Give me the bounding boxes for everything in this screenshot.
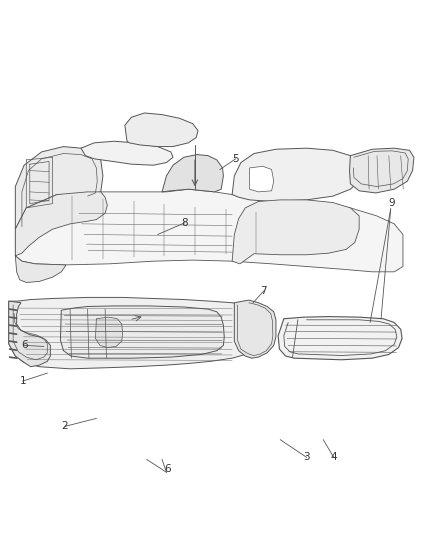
Polygon shape: [15, 192, 107, 256]
Text: 6: 6: [164, 464, 171, 474]
Polygon shape: [350, 148, 414, 193]
Polygon shape: [60, 306, 224, 358]
Polygon shape: [9, 301, 50, 367]
Text: 2: 2: [61, 422, 68, 431]
Polygon shape: [125, 113, 198, 147]
Text: 5: 5: [232, 154, 239, 164]
Polygon shape: [15, 189, 403, 272]
Text: 7: 7: [260, 286, 267, 296]
Text: 3: 3: [303, 453, 310, 462]
Polygon shape: [15, 147, 103, 229]
Polygon shape: [234, 300, 276, 358]
Polygon shape: [95, 317, 123, 348]
Polygon shape: [250, 166, 274, 192]
Polygon shape: [81, 141, 173, 165]
Polygon shape: [278, 317, 402, 360]
Text: 9: 9: [389, 198, 396, 208]
Polygon shape: [162, 155, 223, 192]
Polygon shape: [232, 200, 359, 264]
Polygon shape: [9, 297, 253, 369]
Text: 8: 8: [181, 218, 188, 228]
Polygon shape: [232, 148, 361, 201]
Polygon shape: [15, 256, 66, 282]
Text: 1: 1: [19, 376, 26, 386]
Text: 4: 4: [330, 453, 337, 462]
Text: 6: 6: [21, 341, 28, 350]
